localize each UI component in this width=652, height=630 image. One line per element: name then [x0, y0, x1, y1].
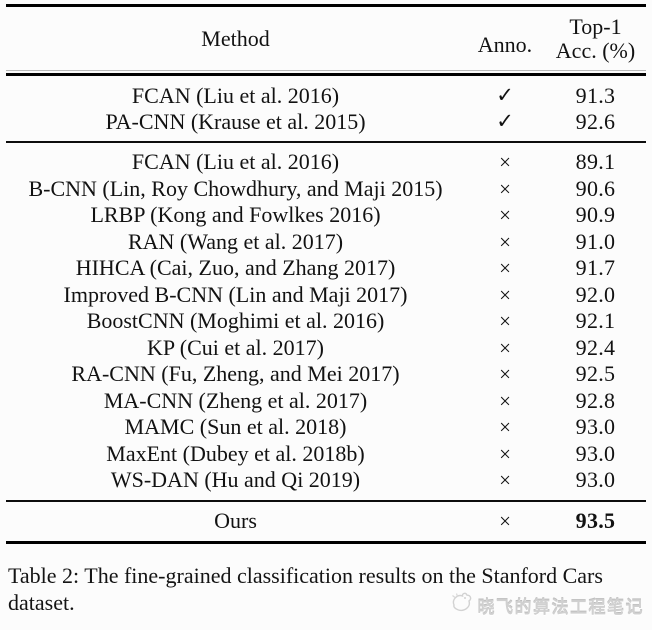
- column-header-top1-line1: Top-1: [569, 13, 622, 39]
- table-caption: Table 2: The fine-grained classification…: [8, 563, 603, 615]
- table-row: HIHCA (Cai, Zuo, and Zhang 2017) × 91.7: [6, 255, 646, 282]
- table-row: KP (Cui et al. 2017) × 92.4: [6, 335, 646, 362]
- column-header-method: Method: [201, 25, 270, 51]
- anno-cross-mark: ×: [499, 203, 511, 227]
- acc-cell: 93.0: [575, 414, 616, 439]
- anno-cross-mark: ×: [499, 468, 511, 492]
- table-row: LRBP (Kong and Fowlkes 2016) × 90.9: [6, 202, 646, 229]
- anno-cross-mark: ×: [499, 415, 511, 439]
- acc-cell: 92.1: [575, 308, 616, 333]
- method-cell: FCAN (Liu et al. 2016): [131, 149, 340, 174]
- method-cell: MaxEnt (Dubey et al. 2018b): [106, 440, 365, 466]
- acc-cell: 92.8: [575, 387, 616, 413]
- table-row: Improved B-CNN (Lin and Maji 2017) × 92.…: [6, 282, 646, 309]
- table-group-ours: Ours × 93.5: [6, 502, 646, 541]
- method-cell: Ours: [214, 507, 257, 533]
- table-row: B-CNN (Lin, Roy Chowdhury, and Maji 2015…: [6, 176, 646, 203]
- column-header-top1-acc: Top-1 Acc. (%): [545, 13, 646, 63]
- anno-check-mark: ✓: [496, 108, 514, 133]
- table-row: PA-CNN (Krause et al. 2015) ✓ 92.6: [6, 109, 646, 135]
- method-cell: LRBP (Kong and Fowlkes 2016): [90, 202, 381, 227]
- table-row: FCAN (Liu et al. 2016) ✓ 91.3: [6, 83, 646, 109]
- table-row: FCAN (Liu et al. 2016) × 89.1: [6, 149, 646, 176]
- anno-cross-mark: ×: [499, 508, 511, 533]
- acc-cell: 91.3: [575, 83, 616, 108]
- table-row: WS-DAN (Hu and Qi 2019) × 93.0: [6, 467, 646, 494]
- acc-cell: 93.0: [575, 467, 616, 492]
- method-cell: WS-DAN (Hu and Qi 2019): [110, 467, 361, 492]
- acc-cell: 90.6: [575, 175, 616, 201]
- anno-cross-mark: ×: [499, 335, 511, 360]
- method-cell: HIHCA (Cai, Zuo, and Zhang 2017): [75, 255, 396, 280]
- results-table: Method Anno. Top-1 Acc. (%) FCAN (Liu et…: [6, 4, 646, 544]
- anno-cross-mark: ×: [499, 282, 511, 307]
- anno-cross-mark: ×: [499, 362, 511, 386]
- acc-cell-best: 93.5: [575, 507, 616, 533]
- header-separator-rule: [6, 70, 646, 76]
- method-cell: KP (Cui et al. 2017): [147, 334, 324, 360]
- method-cell: PA-CNN (Krause et al. 2015): [105, 108, 366, 134]
- method-cell: MA-CNN (Zheng et al. 2017): [103, 387, 368, 413]
- acc-cell: 93.0: [575, 440, 616, 466]
- method-cell: MAMC (Sun et al. 2018): [124, 414, 347, 439]
- acc-cell: 91.7: [575, 255, 616, 280]
- table-bottom-rule: [6, 540, 646, 544]
- method-cell: Improved B-CNN (Lin and Maji 2017): [63, 281, 408, 307]
- acc-cell: 92.4: [575, 334, 616, 360]
- column-header-anno: Anno.: [477, 31, 533, 57]
- table-row: RAN (Wang et al. 2017) × 91.0: [6, 229, 646, 256]
- table-row: BoostCNN (Moghimi et al. 2016) × 92.1: [6, 308, 646, 335]
- method-cell: B-CNN (Lin, Roy Chowdhury, and Maji 2015…: [28, 175, 443, 201]
- table-row: MaxEnt (Dubey et al. 2018b) × 93.0: [6, 441, 646, 468]
- ours-separator-rule: [6, 499, 646, 502]
- table-row: MAMC (Sun et al. 2018) × 93.0: [6, 414, 646, 441]
- acc-cell: 91.0: [575, 228, 616, 254]
- anno-cross-mark: ×: [499, 256, 511, 280]
- method-cell: BoostCNN (Moghimi et al. 2016): [86, 308, 385, 333]
- anno-cross-mark: ×: [499, 176, 511, 201]
- anno-cross-mark: ×: [499, 229, 511, 254]
- anno-cross-mark: ×: [499, 441, 511, 466]
- table-group-annotated: FCAN (Liu et al. 2016) ✓ 91.3 PA-CNN (Kr…: [6, 76, 646, 141]
- method-cell: RA-CNN (Fu, Zheng, and Mei 2017): [71, 361, 400, 386]
- table-row-ours: Ours × 93.5: [6, 508, 646, 534]
- acc-cell: 92.6: [575, 108, 616, 134]
- acc-cell: 89.1: [575, 149, 616, 174]
- table-row: RA-CNN (Fu, Zheng, and Mei 2017) × 92.5: [6, 361, 646, 388]
- table-header-row: Method Anno. Top-1 Acc. (%): [6, 7, 646, 70]
- acc-cell: 92.5: [575, 361, 616, 386]
- anno-cross-mark: ×: [499, 150, 511, 174]
- table-top-rule: [6, 4, 646, 7]
- method-cell: FCAN (Liu et al. 2016): [131, 83, 340, 108]
- anno-cross-mark: ×: [499, 388, 511, 413]
- method-cell: RAN (Wang et al. 2017): [127, 228, 344, 254]
- anno-cross-mark: ×: [499, 309, 511, 333]
- table-group-unannotated: FCAN (Liu et al. 2016) × 89.1 B-CNN (Lin…: [6, 143, 646, 500]
- group-separator-rule: [6, 141, 646, 143]
- column-header-top1-line2: Acc. (%): [555, 37, 636, 63]
- acc-cell: 90.9: [575, 202, 616, 227]
- anno-check-mark: ✓: [496, 83, 514, 107]
- acc-cell: 92.0: [575, 281, 616, 307]
- table-row: MA-CNN (Zheng et al. 2017) × 92.8: [6, 388, 646, 415]
